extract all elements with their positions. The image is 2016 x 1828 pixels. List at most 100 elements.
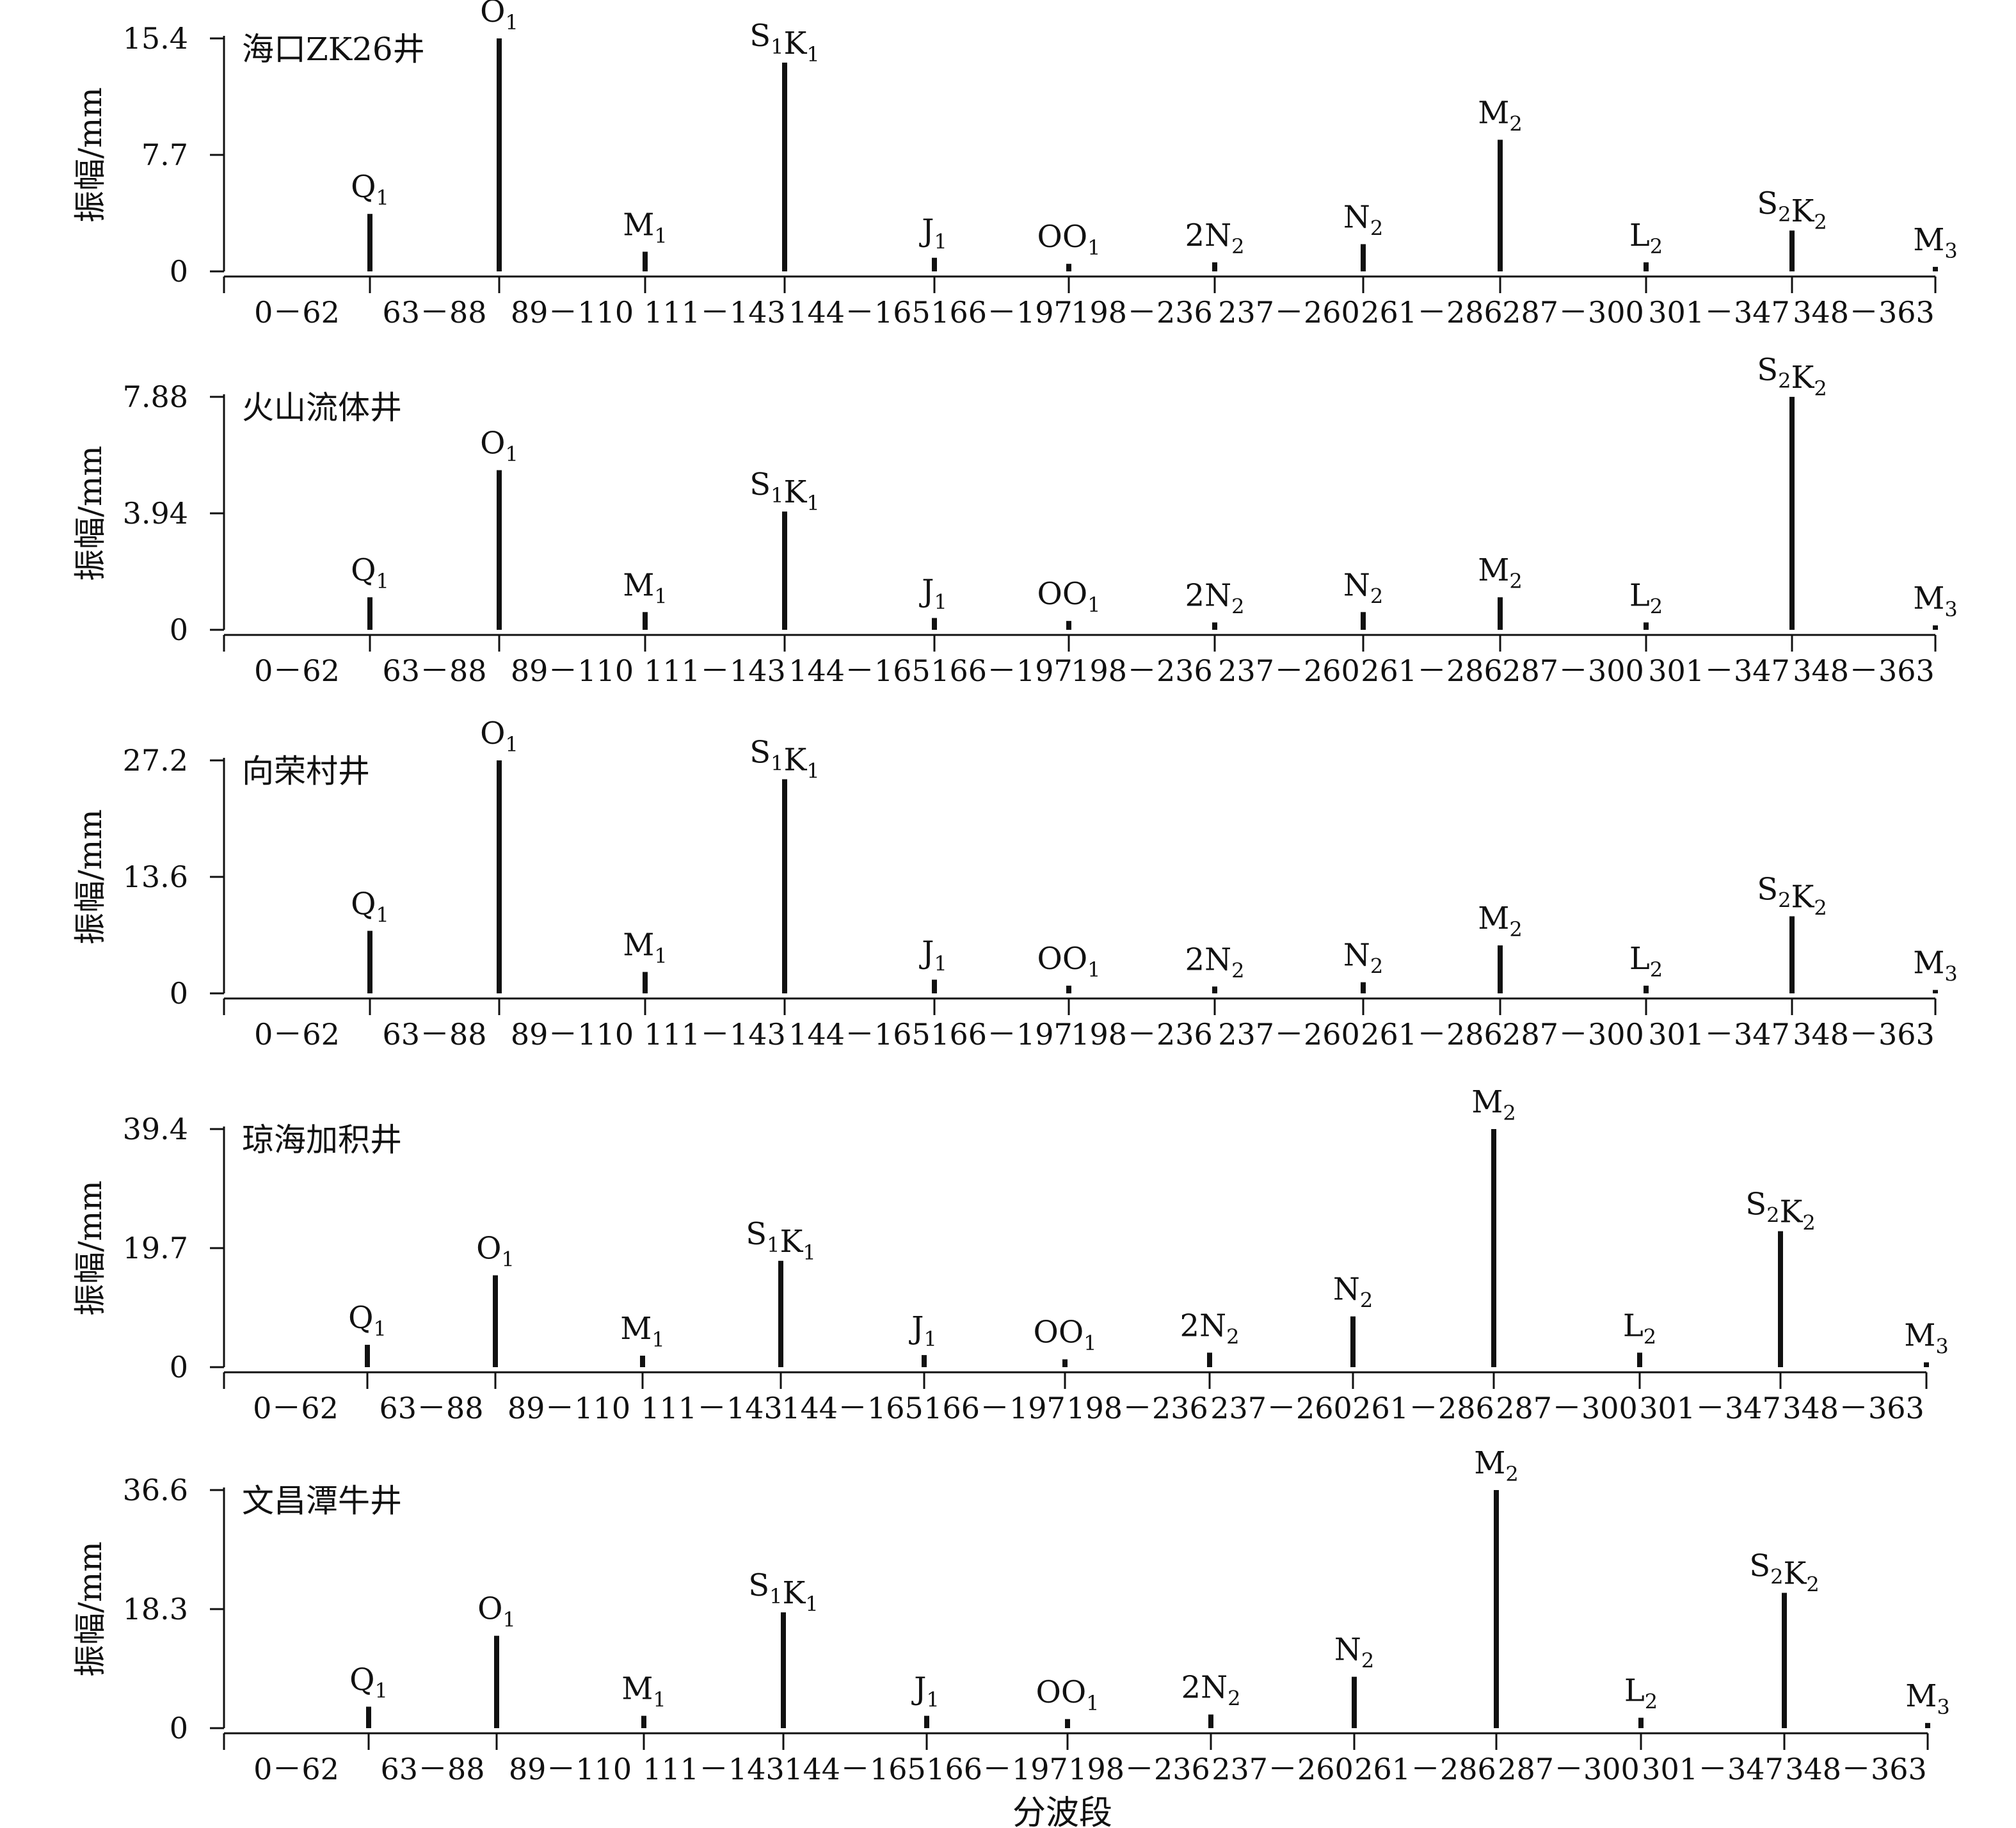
component-label-7: 2N2: [1185, 218, 1245, 259]
panel-title: 文昌潭牛井: [242, 1482, 402, 1519]
x-tick-label: 287－300: [1502, 1017, 1644, 1052]
x-tick-label: 0－62: [253, 1752, 339, 1786]
x-tick-label: 111－143: [644, 295, 786, 330]
y-tick-label: 18.3: [123, 1592, 188, 1626]
bar-11: [1782, 1592, 1787, 1728]
bar-3: [640, 1356, 645, 1367]
bar-6: [1062, 1359, 1068, 1367]
component-label-9: M2: [1478, 901, 1523, 942]
x-tick-label: 261－286: [1361, 1017, 1503, 1052]
x-tick-label: 237－260: [1218, 295, 1360, 330]
component-label-7: 2N2: [1180, 1308, 1240, 1349]
component-label-11: S2K2: [1749, 1548, 1819, 1597]
component-label-11: S2K2: [1757, 352, 1827, 401]
x-tick-label: 348－363: [1782, 1391, 1924, 1425]
component-label-5: J1: [918, 213, 947, 254]
component-label-3: M1: [620, 1311, 665, 1352]
bar-7: [1207, 1352, 1212, 1367]
component-label-11: S2K2: [1757, 186, 1827, 234]
x-tick-label: 237－260: [1212, 1752, 1354, 1786]
bar-10: [1644, 985, 1649, 993]
x-tick-label: 144－165: [781, 1391, 924, 1425]
x-tick-label: 301－347: [1648, 295, 1790, 330]
bar-1: [366, 1706, 371, 1728]
bar-4: [778, 1260, 783, 1367]
bar-7: [1212, 986, 1217, 993]
bar-1: [367, 931, 372, 993]
x-tick-label: 166－197: [931, 1017, 1073, 1052]
x-tick-label: 0－62: [254, 295, 340, 330]
component-label-11: S2K2: [1757, 872, 1827, 920]
component-label-4: S1K1: [748, 1567, 818, 1616]
component-label-5: J1: [908, 1310, 937, 1351]
component-label-1: Q1: [351, 552, 389, 593]
component-label-4: S1K1: [746, 1216, 815, 1265]
x-tick-label: 89－110: [511, 653, 634, 688]
y-axis-label: 振幅/mm: [72, 87, 109, 223]
x-tick-label: 89－110: [511, 1017, 634, 1052]
component-label-3: M1: [623, 207, 668, 248]
panel-4: 0 19.7 39.4 振幅/mm 0－62 63－88 89－110 111－143144－…: [72, 1084, 1949, 1425]
component-label-6: OO1: [1033, 1315, 1096, 1356]
bar-6: [1066, 264, 1071, 271]
bar-12: [1933, 990, 1938, 993]
component-label-12: M3: [1913, 945, 1958, 986]
x-tick-label: 0－62: [254, 653, 340, 688]
bar-12: [1924, 1362, 1929, 1367]
y-tick-label: 19.7: [123, 1231, 188, 1265]
component-label-12: M3: [1913, 581, 1958, 621]
x-tick-label: 348－363: [1793, 295, 1935, 330]
component-label-3: M1: [623, 567, 668, 608]
component-label-11: S2K2: [1745, 1187, 1815, 1235]
x-axis-label: 分波段: [1012, 1794, 1112, 1828]
y-tick-label: 15.4: [123, 21, 188, 56]
bar-7: [1212, 622, 1217, 630]
component-label-6: OO1: [1037, 941, 1100, 982]
y-axis-label: 振幅/mm: [72, 445, 109, 581]
bar-3: [643, 972, 648, 993]
x-tick-label: 287－300: [1496, 1391, 1638, 1425]
component-label-1: Q1: [351, 886, 389, 927]
bar-7: [1212, 262, 1217, 271]
x-tick-label: 63－88: [382, 295, 486, 330]
component-label-8: N2: [1343, 938, 1383, 979]
y-tick-label: 27.2: [123, 743, 188, 778]
x-tick-label: 198－236: [1071, 295, 1213, 330]
bar-6: [1066, 621, 1071, 630]
component-label-2: O1: [480, 0, 518, 35]
component-label-2: O1: [480, 716, 518, 757]
y-tick-label: 0: [170, 1350, 188, 1384]
panel-2: 0 3.94 7.88 振幅/mm 0－62 63－88 89－110 111－143 144－…: [72, 352, 1958, 688]
bar-2: [493, 1275, 498, 1367]
x-tick-label: 63－88: [382, 653, 486, 688]
bar-3: [643, 612, 648, 630]
x-tick-label: 144－165: [788, 1017, 931, 1052]
bar-8: [1350, 1316, 1356, 1367]
bar-2: [497, 760, 502, 993]
x-tick-label: 166－197: [926, 1752, 1068, 1786]
x-tick-label: 348－363: [1793, 1017, 1935, 1052]
component-label-12: M3: [1905, 1678, 1950, 1719]
component-label-1: Q1: [349, 1662, 388, 1703]
bar-11: [1789, 230, 1795, 271]
x-tick-label: 301－347: [1642, 1752, 1784, 1786]
component-label-9: M2: [1471, 1084, 1516, 1125]
bar-5: [932, 979, 937, 993]
x-tick-label: 89－110: [508, 1391, 630, 1425]
x-tick-label: 287－300: [1498, 1752, 1640, 1786]
component-label-9: M2: [1474, 1445, 1519, 1486]
component-label-2: O1: [477, 1591, 516, 1632]
component-label-3: M1: [623, 927, 668, 968]
component-label-5: J1: [918, 935, 947, 976]
bar-12: [1925, 1722, 1930, 1728]
x-tick-label: 63－88: [382, 1017, 486, 1052]
bar-11: [1778, 1231, 1783, 1367]
bar-2: [497, 38, 502, 271]
panel-5: 0 18.3 36.6 振幅/mm 0－62 63－88 89－110 111－143 144－…: [72, 1445, 1950, 1828]
x-tick-label: 166－197: [924, 1391, 1066, 1425]
panel-title: 火山流体井: [242, 389, 402, 426]
y-axis-label: 振幅/mm: [72, 1541, 109, 1677]
bar-7: [1208, 1714, 1213, 1728]
bar-11: [1789, 916, 1795, 993]
